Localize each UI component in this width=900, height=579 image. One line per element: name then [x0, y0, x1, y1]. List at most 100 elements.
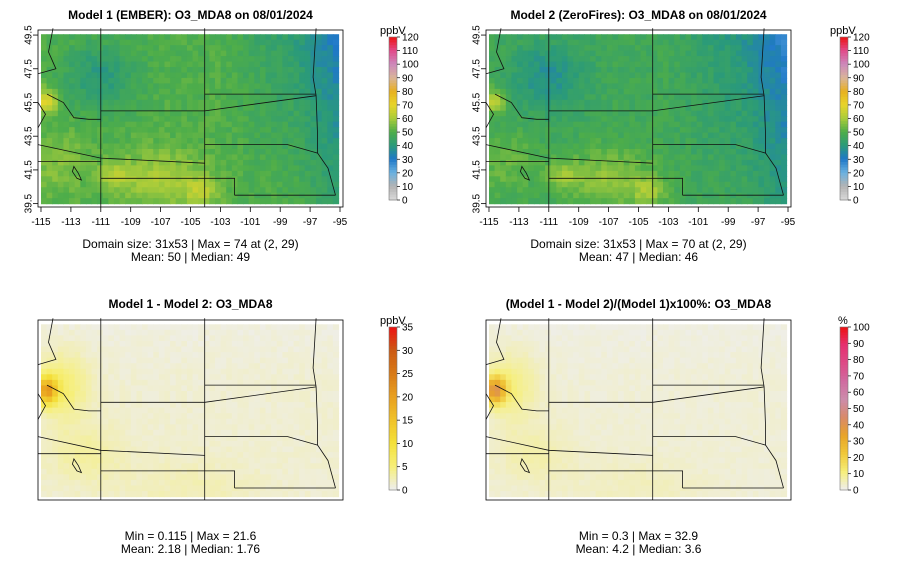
grid-cell — [265, 379, 272, 387]
grid-cell — [69, 368, 76, 375]
grid-cell — [186, 127, 194, 134]
grid-cell — [40, 127, 48, 134]
grid-cell — [601, 159, 608, 166]
grid-cell — [80, 198, 87, 205]
state-border — [312, 28, 336, 196]
grid-cell — [181, 176, 188, 183]
grid-cell — [203, 181, 210, 188]
grid-cell — [102, 346, 109, 353]
grid-cell — [125, 39, 132, 46]
grid-cell — [259, 435, 267, 442]
grid-cell — [243, 198, 250, 205]
grid-cell — [198, 45, 205, 52]
grid-cell — [164, 385, 171, 392]
grid-cell — [243, 402, 250, 409]
grid-cell — [108, 468, 115, 475]
grid-cell — [293, 441, 300, 448]
grid-cell — [136, 138, 143, 145]
grid-cell — [215, 329, 222, 336]
grid-cell — [215, 121, 222, 128]
grid-cell — [175, 474, 182, 481]
grid-cell — [517, 67, 524, 74]
grid-cell — [674, 105, 681, 112]
grid-cell — [198, 192, 205, 199]
grid-cell — [505, 138, 513, 145]
grid-cell — [153, 468, 160, 475]
grid-cell — [175, 176, 182, 183]
grid-cell — [764, 154, 771, 161]
grid-cell — [220, 479, 227, 487]
grid-cell — [254, 116, 261, 123]
grid-cell — [265, 441, 272, 448]
grid-cell — [299, 181, 306, 188]
grid-cell — [97, 67, 104, 74]
grid-cell — [40, 368, 48, 375]
grid-cell — [707, 143, 715, 150]
grid-cell — [237, 159, 244, 166]
grid-cell — [170, 94, 177, 101]
grid-cell — [248, 396, 255, 403]
grid-cell — [679, 165, 687, 172]
grid-cell — [147, 446, 154, 453]
grid-cell — [287, 463, 295, 470]
grid-cell — [198, 116, 205, 123]
grid-cell — [136, 329, 143, 336]
grid-cell — [125, 121, 132, 128]
grid-cell — [85, 352, 93, 359]
grid-cell — [522, 187, 529, 194]
grid-cell — [91, 198, 98, 205]
grid-cell — [46, 424, 53, 431]
grid-cell — [142, 67, 149, 74]
grid-cell — [153, 67, 160, 74]
grid-cell — [170, 335, 177, 342]
grid-cell — [265, 94, 272, 101]
grid-cell — [113, 50, 121, 57]
grid-cell — [584, 56, 591, 63]
grid-cell — [304, 165, 312, 172]
colorbar-segment — [840, 142, 848, 147]
grid-cell — [764, 148, 771, 156]
grid-cell — [668, 50, 675, 57]
grid-cell — [494, 198, 501, 205]
grid-cell — [606, 34, 614, 41]
grid-cell — [500, 176, 507, 183]
grid-cell — [220, 94, 227, 101]
grid-cell — [215, 187, 222, 194]
grid-cell — [316, 67, 323, 74]
grid-cell — [248, 143, 255, 150]
grid-cell — [91, 352, 98, 359]
colorbar-tick-label: 60 — [853, 114, 865, 125]
grid-cell — [119, 402, 126, 409]
grid-cell — [85, 368, 93, 375]
grid-cell — [254, 72, 261, 79]
grid-cell — [293, 340, 300, 348]
grid-cell — [186, 379, 194, 387]
grid-cell — [696, 198, 703, 205]
grid-cell — [254, 187, 261, 194]
grid-cell — [91, 88, 98, 95]
grid-cell — [595, 50, 602, 57]
grid-cell — [327, 105, 334, 112]
grid-cell — [259, 329, 267, 336]
colorbar-segment — [840, 66, 848, 71]
grid-cell — [640, 99, 647, 106]
grid-cell — [226, 127, 233, 134]
grid-cell — [57, 346, 65, 353]
grid-cell — [198, 457, 205, 464]
grid-cell — [181, 435, 188, 442]
grid-cell — [517, 39, 524, 46]
grid-cell — [192, 457, 199, 464]
grid-cell — [52, 357, 59, 364]
grid-cell — [282, 441, 289, 448]
grid-cell — [209, 83, 216, 90]
grid-cell — [332, 198, 340, 205]
grid-cell — [136, 154, 143, 161]
grid-cell — [175, 457, 182, 464]
grid-cell — [730, 148, 737, 156]
grid-cell — [271, 34, 278, 41]
grid-cell — [691, 34, 698, 41]
grid-cell — [276, 385, 283, 392]
grid-cell — [108, 479, 115, 487]
grid-cell — [276, 187, 283, 194]
